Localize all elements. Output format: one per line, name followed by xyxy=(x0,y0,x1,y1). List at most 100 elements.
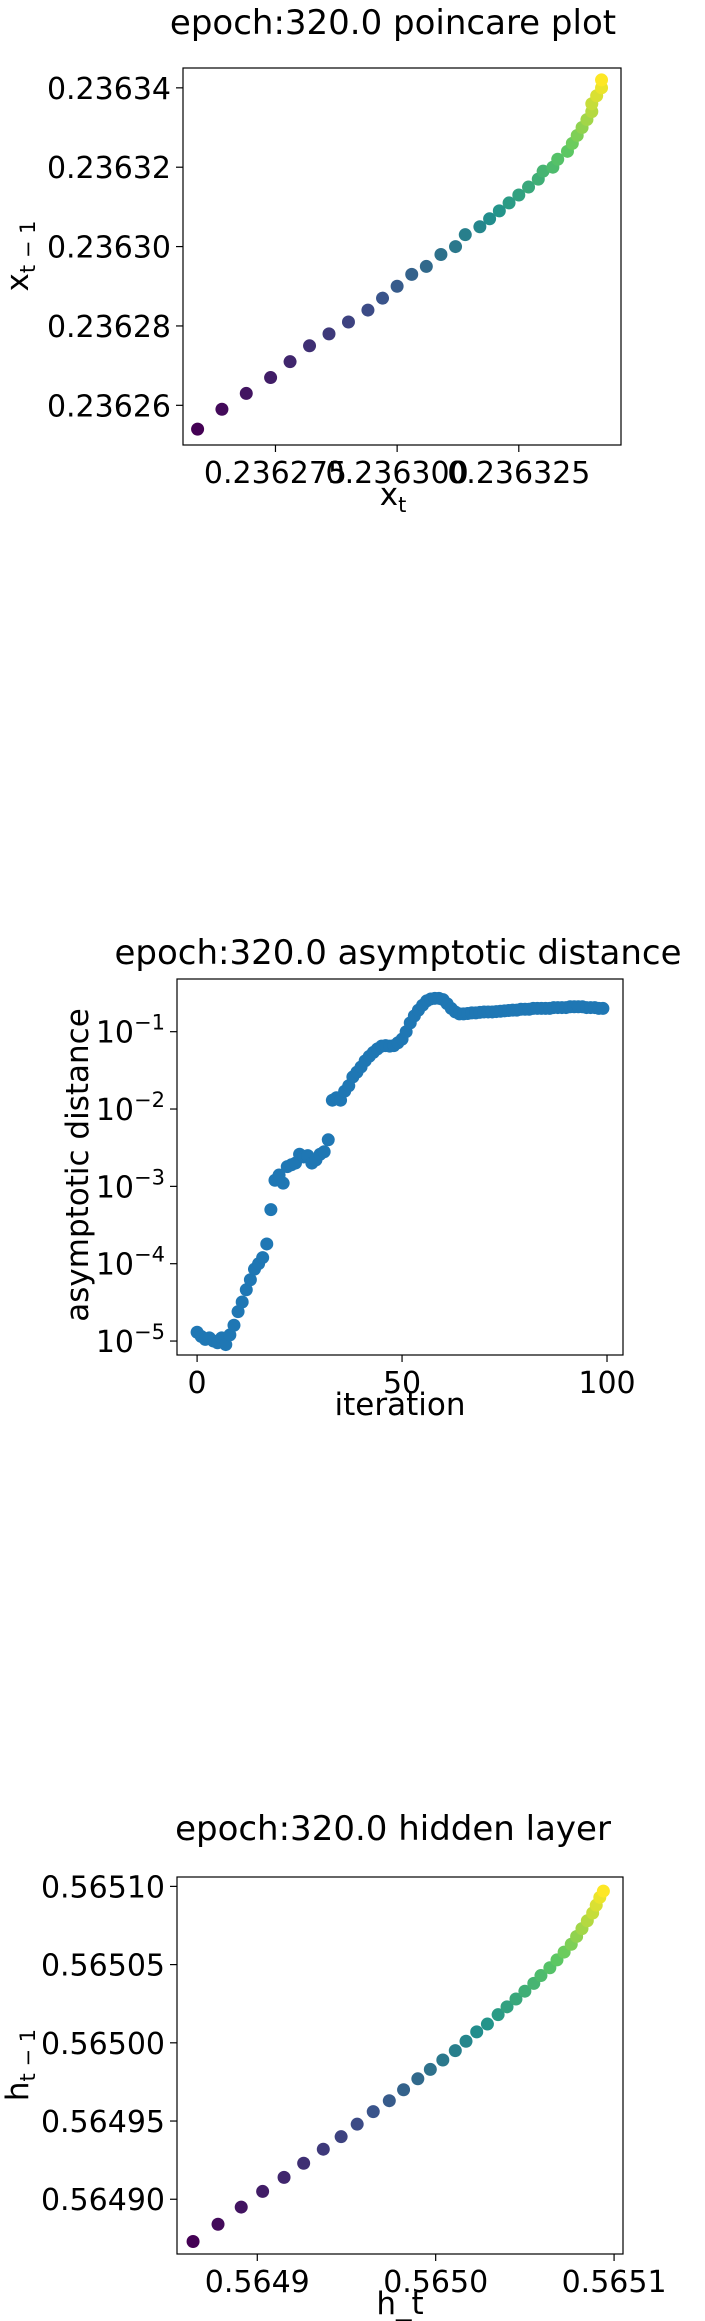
data-point xyxy=(492,204,506,218)
data-point xyxy=(470,2025,484,2039)
plot-area-frame xyxy=(176,1876,624,2255)
x-tick-label: 50 xyxy=(383,1366,421,1401)
scatter-points xyxy=(190,991,610,1352)
y-tick-label: 0.56490 xyxy=(41,2183,165,2218)
data-point xyxy=(256,1251,270,1265)
chart-title: epoch:320.0 asymptotic distance xyxy=(115,933,682,973)
y-tick-label: 0.23632 xyxy=(47,151,171,186)
y-axis-label: asymptotic distance xyxy=(60,1008,96,1322)
data-point xyxy=(500,2000,514,2014)
data-point xyxy=(509,1992,523,2006)
data-point xyxy=(491,2008,505,2022)
data-point xyxy=(334,2130,348,2144)
data-point xyxy=(411,2072,425,2086)
data-point xyxy=(419,259,433,273)
data-point xyxy=(316,2142,330,2156)
y-tick-label: 0.56510 xyxy=(41,1870,165,1905)
data-point xyxy=(303,339,317,353)
data-point xyxy=(512,188,526,202)
data-point xyxy=(405,267,419,281)
x-tick-label: 0.236325 xyxy=(447,456,590,491)
data-point xyxy=(536,164,550,178)
data-point xyxy=(596,1001,610,1015)
y-tick-label: 0.23628 xyxy=(47,310,171,345)
data-point xyxy=(211,2217,225,2231)
data-point xyxy=(390,279,404,293)
data-point xyxy=(522,180,536,194)
data-point xyxy=(297,2156,311,2170)
data-point xyxy=(243,1273,257,1287)
data-point xyxy=(366,2105,380,2119)
data-point xyxy=(459,2034,473,2048)
x-axis-ticks: 0.5649 0.5650 0.5651 xyxy=(205,2254,667,2300)
poincare-plot-panel: epoch:320.0 poincare plot 0.2362750.2363… xyxy=(0,3,622,517)
x-tick-label: 0.5651 xyxy=(562,2265,667,2300)
data-point xyxy=(436,2053,450,2067)
y-tick-label: 0.23630 xyxy=(47,231,171,266)
data-point xyxy=(361,303,375,317)
x-tick-label: 0.236275 xyxy=(204,456,347,491)
data-point xyxy=(239,1283,253,1297)
y-axis-label: ht − 1 xyxy=(0,2029,40,2101)
y-axis-label-base: x xyxy=(0,273,36,291)
data-point xyxy=(595,73,609,87)
scatter-points xyxy=(186,1884,610,2248)
data-point xyxy=(473,220,487,234)
data-point xyxy=(483,212,497,226)
data-point xyxy=(376,291,390,305)
y-tick-label: 10−2 xyxy=(96,1088,165,1128)
data-point xyxy=(458,228,472,242)
x-tick-label: 0 xyxy=(188,1366,207,1401)
y-tick-label: 0.56505 xyxy=(41,1949,165,1984)
data-point xyxy=(283,355,297,369)
data-point xyxy=(215,402,229,416)
plot-area-frame xyxy=(182,67,622,446)
data-point xyxy=(518,1984,532,1998)
y-tick-label: 10−4 xyxy=(96,1243,165,1283)
asymptotic-distance-panel: epoch:320.0 asymptotic distance 0 50 100 1… xyxy=(60,933,682,1423)
data-point xyxy=(423,2062,437,2076)
y-axis-ticks: 10−5 10−4 10−3 10−2 10−1 xyxy=(96,1011,177,1360)
data-point xyxy=(397,2083,411,2097)
x-axis-label: h_t xyxy=(376,2286,423,2321)
y-tick-label: 10−1 xyxy=(96,1011,165,1051)
x-tick-label: 0.236300 xyxy=(326,456,469,491)
data-point xyxy=(596,1884,610,1898)
data-point xyxy=(264,1203,278,1217)
data-point xyxy=(322,327,336,341)
x-tick-label: 0.5650 xyxy=(383,2265,488,2300)
data-point xyxy=(239,386,253,400)
x-axis-label-subscript: t xyxy=(398,493,406,517)
data-point xyxy=(277,2170,291,2184)
y-tick-label: 10−5 xyxy=(96,1320,165,1360)
data-point xyxy=(260,1237,274,1251)
data-point xyxy=(480,2017,494,2031)
y-axis-label: xt − 1 xyxy=(0,221,40,292)
y-tick-label: 10−3 xyxy=(96,1165,165,1205)
data-point xyxy=(382,2094,396,2108)
x-axis-label: iteration xyxy=(335,1387,466,1423)
y-axis-ticks: 0.23626 0.23628 0.23630 0.23632 0.23634 xyxy=(47,72,183,424)
data-point xyxy=(227,1318,241,1332)
x-axis-ticks: 0 50 100 xyxy=(188,1355,636,1401)
plot-area-frame xyxy=(176,978,624,1356)
y-axis-label-base: h xyxy=(0,2081,36,2101)
data-point xyxy=(234,2200,248,2214)
y-tick-label: 0.56495 xyxy=(41,2105,165,2140)
data-point xyxy=(434,248,448,262)
y-axis-label-subscript: t − 1 xyxy=(16,221,40,274)
data-point xyxy=(317,1145,331,1159)
scatter-points xyxy=(191,73,609,436)
y-tick-label: 0.56500 xyxy=(41,2027,165,2062)
data-point xyxy=(341,315,355,329)
x-axis-label-base: x xyxy=(380,477,398,513)
data-point xyxy=(534,1969,548,1983)
data-point xyxy=(321,1133,335,1147)
y-tick-label: 0.23634 xyxy=(47,72,171,107)
data-point xyxy=(264,371,278,385)
y-axis-label-subscript: t − 1 xyxy=(16,2029,40,2082)
data-point xyxy=(256,2184,270,2198)
data-point xyxy=(276,1176,290,1190)
